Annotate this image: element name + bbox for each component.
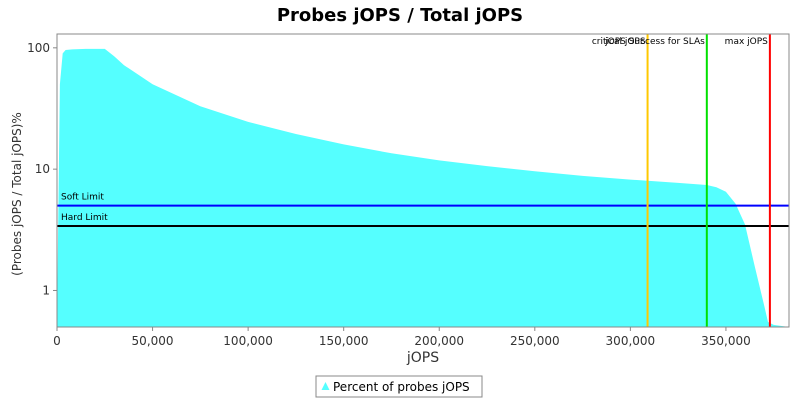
area-layer	[57, 48, 789, 328]
legend-item-label: Percent of probes jOPS	[333, 380, 470, 394]
x-tick-label: 250,000	[510, 334, 560, 348]
y-tick-label: 1	[42, 283, 50, 297]
x-axis-label: jOPS	[406, 350, 439, 366]
threshold-label-soft-limit: Soft Limit	[61, 193, 104, 203]
x-tick-label: 0	[53, 334, 61, 348]
chart-title: Probes jOPS / Total jOPS	[277, 5, 523, 26]
plot-border	[56, 33, 790, 328]
x-tick-label: 200,000	[414, 334, 464, 348]
y-tick-label: 10	[35, 162, 50, 176]
threshold-label-jops-success-for-slas: jOPS Success for SLAs	[604, 37, 705, 47]
threshold-label-hard-limit: Hard Limit	[61, 213, 108, 223]
y-axis-label: (Probes jOPS / Total jOPS)%	[10, 112, 24, 276]
x-tick-label: 50,000	[132, 334, 174, 348]
x-tick-label: 150,000	[319, 334, 369, 348]
x-axis: 0 50,000 100,000 150,000 200,000 250,000 300,0…	[53, 327, 751, 348]
legend-box	[315, 375, 483, 398]
y-tick-label: 100	[27, 41, 50, 55]
x-tick-label: 350,000	[701, 334, 751, 348]
legend-swatch	[321, 382, 330, 390]
threshold-label-max-jops: max jOPS	[725, 37, 768, 47]
legend: Percent of probes jOPS	[315, 375, 483, 398]
x-tick-label: 300,000	[606, 334, 656, 348]
threshold-label-critical-jops: critical jOPS	[592, 37, 646, 47]
x-tick-label: 100,000	[223, 334, 273, 348]
area-series-0	[57, 48, 789, 328]
y-axis: 1 10 100	[27, 41, 57, 297]
